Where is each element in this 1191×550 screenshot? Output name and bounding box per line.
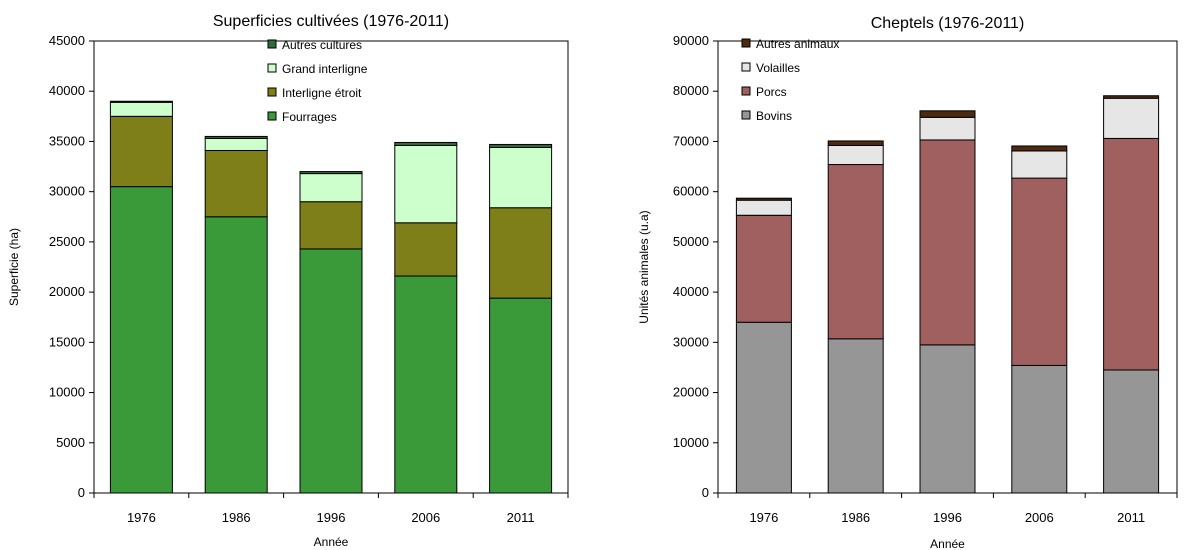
x-tick-label: 1996	[317, 510, 346, 525]
legend-swatch	[267, 39, 277, 49]
legend-label: Grand interligne	[282, 62, 368, 76]
legend-label: Bovins	[756, 109, 792, 123]
bar-volailles-1986	[827, 144, 884, 166]
y-axis-label: Superficie (ha)	[7, 228, 21, 306]
bar-bovins-1986	[827, 338, 884, 494]
bar-bovins-2006	[1011, 364, 1068, 494]
bar-porcs-1996	[919, 139, 976, 346]
bar-volailles-1976	[735, 199, 792, 216]
bar-autres-animaux-2011	[1103, 95, 1160, 99]
bar-porcs-1986	[827, 164, 884, 340]
legend-label: Autres cultures	[282, 38, 362, 52]
x-tick-label: 1996	[933, 510, 962, 525]
y-tick-label: 10000	[49, 385, 85, 400]
bar-volailles-2006	[1011, 150, 1068, 179]
bar-grand-interligne-2011	[489, 146, 553, 209]
legend-swatch	[741, 86, 751, 96]
bar-fourrages-2011	[489, 297, 553, 494]
y-tick-label: 35000	[49, 133, 85, 148]
y-tick-label: 20000	[49, 284, 85, 299]
x-axis-label: Année	[314, 535, 349, 549]
bar-autres-animaux-1986	[827, 140, 884, 146]
x-tick-label: 2006	[1025, 510, 1054, 525]
legend-swatch	[267, 111, 277, 121]
y-axis-label: Unités animales (u.a)	[637, 210, 651, 323]
bar-grand-interligne-1996	[299, 173, 363, 203]
x-tick-label: 1976	[127, 510, 156, 525]
legend-swatch	[741, 110, 751, 120]
y-tick-label: 45000	[49, 33, 85, 48]
x-tick-label: 2006	[411, 510, 440, 525]
y-tick-label: 70000	[673, 133, 709, 148]
legend-swatch	[741, 62, 751, 72]
legend-label: Fourrages	[282, 110, 337, 124]
x-axis-label: Année	[930, 537, 965, 550]
bar-fourrages-2006	[394, 275, 458, 494]
bar-fourrages-1976	[109, 186, 173, 494]
x-tick-label: 1986	[222, 510, 251, 525]
y-tick-label: 90000	[673, 33, 709, 48]
y-tick-label: 5000	[56, 435, 85, 450]
y-tick-label: 10000	[673, 435, 709, 450]
bar-volailles-1996	[919, 116, 976, 141]
bar-grand-interligne-2006	[394, 144, 458, 224]
chart-title: Superficies cultivées (1976-2011)	[213, 13, 449, 30]
legend-swatch	[267, 63, 277, 73]
legend-label: Autres animaux	[756, 37, 839, 51]
bar-fourrages-1996	[299, 248, 363, 494]
y-tick-label: 40000	[49, 83, 85, 98]
y-tick-label: 0	[78, 485, 85, 500]
bar-autres-cultures-2006	[394, 141, 458, 146]
y-tick-label: 25000	[49, 234, 85, 249]
x-tick-label: 2011	[507, 510, 535, 525]
bar-autres-cultures-1986	[204, 135, 268, 139]
bar-interligne-troit-1976	[109, 115, 173, 188]
bar-bovins-2011	[1103, 369, 1160, 494]
y-tick-label: 30000	[673, 334, 709, 349]
bar-volailles-2011	[1103, 97, 1160, 139]
bar-autres-cultures-1976	[109, 100, 173, 103]
y-tick-label: 30000	[49, 184, 85, 199]
bar-interligne-troit-2006	[394, 222, 458, 277]
bar-bovins-1996	[919, 344, 976, 494]
y-tick-label: 0	[702, 485, 709, 500]
legend-label: Volailles	[756, 61, 800, 75]
chart-title: Cheptels (1976-2011)	[871, 15, 1025, 32]
bar-bovins-1976	[735, 321, 792, 494]
legend-label: Interligne étroit	[282, 86, 362, 100]
bar-interligne-troit-1986	[204, 149, 268, 218]
bar-autres-animaux-1996	[919, 110, 976, 118]
bar-autres-animaux-1976	[735, 197, 792, 201]
legend-label: Porcs	[756, 85, 787, 99]
bar-autres-animaux-2006	[1011, 145, 1068, 152]
y-tick-label: 80000	[673, 83, 709, 98]
x-tick-label: 2011	[1117, 510, 1145, 525]
x-tick-label: 1976	[749, 510, 778, 525]
y-tick-label: 15000	[49, 334, 85, 349]
y-tick-label: 50000	[673, 234, 709, 249]
bar-autres-cultures-2011	[489, 143, 553, 148]
x-tick-label: 1986	[841, 510, 870, 525]
bar-porcs-1976	[735, 214, 792, 323]
bar-porcs-2006	[1011, 177, 1068, 366]
y-tick-label: 20000	[673, 385, 709, 400]
bar-porcs-2011	[1103, 137, 1160, 371]
y-tick-label: 40000	[673, 284, 709, 299]
y-tick-label: 60000	[673, 184, 709, 199]
legend-swatch	[267, 87, 277, 97]
bar-interligne-troit-1996	[299, 201, 363, 250]
bar-autres-cultures-1996	[299, 171, 363, 175]
bar-fourrages-1986	[204, 216, 268, 494]
bar-grand-interligne-1976	[109, 101, 173, 117]
bar-grand-interligne-1986	[204, 137, 268, 151]
bar-interligne-troit-2011	[489, 207, 553, 299]
legend-swatch	[741, 38, 751, 48]
